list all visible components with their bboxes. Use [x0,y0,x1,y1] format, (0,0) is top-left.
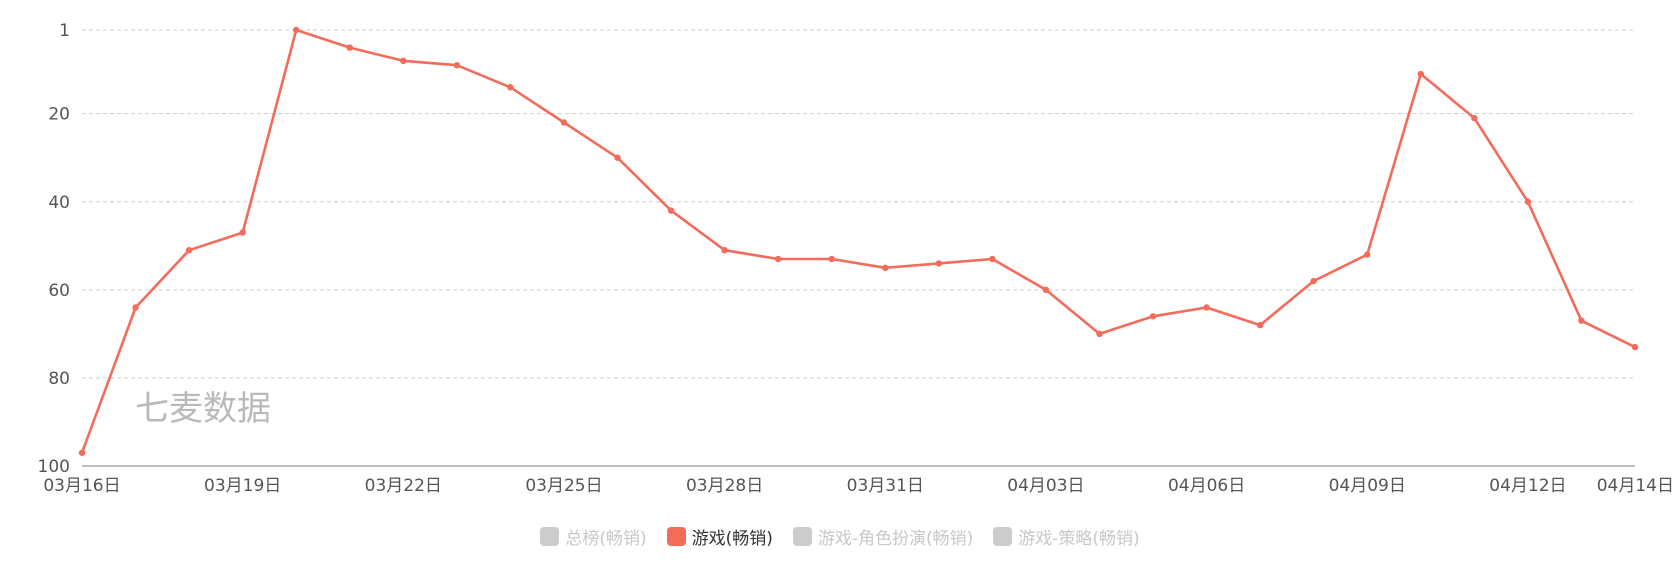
data-point[interactable] [1631,343,1639,351]
data-point[interactable] [614,154,621,161]
data-point[interactable] [1417,70,1424,78]
data-point[interactable] [453,62,461,69]
y-tick-label: 20 [48,105,70,125]
data-point[interactable] [1310,277,1317,285]
data-point[interactable] [1256,321,1264,329]
data-point[interactable] [1524,198,1532,205]
data-point[interactable] [989,255,996,263]
legend-swatch [540,527,560,546]
x-tick-label: 04月03日 [1007,476,1084,496]
data-point[interactable] [1578,317,1585,324]
x-tick-label: 03月16日 [43,476,120,496]
data-point[interactable] [667,207,675,214]
series-line-path [80,28,1636,454]
y-tick-label: 100 [38,457,70,477]
data-point[interactable] [132,304,139,311]
x-tick-label: 03月25日 [525,476,602,496]
data-point[interactable] [721,247,728,254]
data-point[interactable] [239,229,246,236]
legend: 总榜(畅销) 游戏(畅销) 游戏-角色扮演(畅销) 游戏-策略(畅销) [0,524,1680,549]
legend-item[interactable]: 游戏-策略(畅销) [993,524,1140,549]
legend-item[interactable]: 总榜(畅销) [540,524,647,549]
x-tick-label: 04月06日 [1168,476,1245,496]
watermark: 七麦数据 [135,389,271,429]
legend-label: 总榜(畅销) [565,529,647,549]
grid-lines [82,29,1635,379]
y-tick-label: 80 [48,369,70,389]
legend-label: 游戏-策略(畅销) [1018,529,1140,549]
x-tick-label: 04月09日 [1329,476,1406,496]
y-tick-label: 60 [48,281,70,301]
data-point[interactable] [1096,330,1103,338]
x-tick-label: 03月31日 [847,476,924,496]
data-point[interactable] [1149,313,1157,320]
data-point[interactable] [346,44,353,51]
legend-label: 游戏(畅销) [691,529,773,549]
data-point[interactable] [78,449,86,456]
data-point[interactable] [400,57,407,65]
x-tick-label: 03月28日 [686,476,763,496]
data-point[interactable] [882,264,889,272]
legend-swatch [666,527,686,546]
legend-item[interactable]: 游戏(畅销) [666,524,773,549]
x-tick-label: 03月22日 [365,476,442,496]
data-point[interactable] [828,255,835,263]
data-point[interactable] [1203,304,1210,311]
data-point[interactable] [774,255,782,263]
legend-swatch [993,527,1013,546]
legend-item[interactable]: 游戏-角色扮演(畅销) [792,524,974,549]
data-point[interactable] [1364,251,1371,258]
data-point[interactable] [507,84,514,91]
x-tick-label: 04月14日 [1597,476,1674,496]
series-line [80,28,1636,454]
data-point[interactable] [293,26,300,34]
legend-swatch [792,527,812,546]
y-tick-label: 40 [48,193,70,213]
x-tick-label: 03月19日 [204,476,281,496]
data-point[interactable] [185,247,193,254]
y-tick-label: 1 [59,21,70,41]
x-tick-label: 04月12日 [1489,476,1566,496]
data-point[interactable] [1471,114,1478,122]
data-point[interactable] [1042,286,1050,294]
data-points [78,26,1639,456]
legend-label: 游戏-角色扮演(畅销) [817,529,974,549]
data-point[interactable] [560,119,568,126]
data-point[interactable] [935,260,943,267]
